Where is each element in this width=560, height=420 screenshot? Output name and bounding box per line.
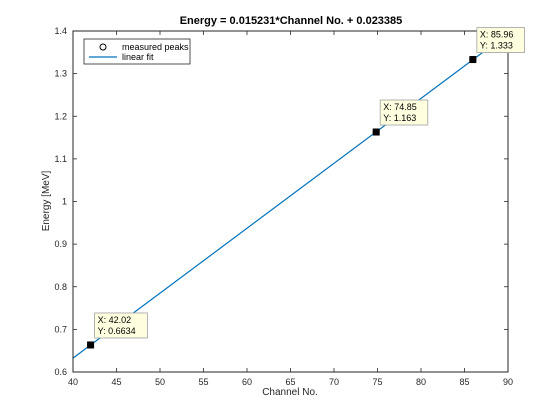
chart-title: Energy = 0.015231*Channel No. + 0.023385 [180, 15, 403, 27]
y-tick-label: 1.2 [54, 111, 67, 121]
datatip-y-text: Y: 0.6634 [98, 326, 136, 336]
datatip-x-text: X: 74.85 [383, 102, 417, 112]
legend-entry-linear-fit: linear fit [122, 52, 154, 62]
datatip-marker[interactable] [372, 128, 380, 136]
x-tick-label: 75 [372, 377, 382, 387]
datatip[interactable]: X: 42.02Y: 0.6634 [94, 312, 148, 339]
linear-fit-line [72, 33, 509, 359]
datatip-y-text: Y: 1.333 [480, 41, 513, 51]
datatip[interactable]: X: 85.96Y: 1.333 [476, 27, 525, 53]
datatip-marker[interactable] [87, 341, 95, 349]
y-tick-label: 0.9 [54, 239, 67, 249]
y-tick-label: 1.3 [54, 69, 67, 79]
y-tick-label: 1.1 [54, 154, 67, 164]
y-tick-label: 0.6 [54, 367, 67, 377]
x-tick-label: 55 [198, 377, 208, 387]
x-tick-label: 90 [503, 377, 513, 387]
x-tick-label: 65 [285, 377, 295, 387]
y-tick-label: 0.7 [54, 324, 67, 334]
datatip-box [476, 27, 525, 53]
x-tick-label: 40 [68, 377, 78, 387]
points-layer [87, 56, 477, 349]
datatips-layer: X: 42.02Y: 0.6634 X: 74.85Y: 1.163 X: 85.9… [94, 27, 525, 339]
datatip[interactable]: X: 74.85Y: 1.163 [379, 99, 429, 126]
x-axis-label: Channel No. [262, 387, 318, 398]
legend-circle-marker-icon [99, 43, 107, 51]
x-tick-label: 60 [242, 377, 252, 387]
datatip-x-text: X: 42.02 [98, 315, 132, 325]
y-tick-label: 1 [62, 197, 67, 207]
datatip-box [94, 312, 148, 339]
datatip-marker[interactable] [469, 56, 477, 64]
datatip-y-text: Y: 1.163 [383, 113, 416, 123]
x-tick-label: 80 [416, 377, 426, 387]
x-tick-label: 50 [155, 377, 165, 387]
y-axis-label: Energy [MeV] [41, 170, 52, 231]
axes-box [72, 30, 509, 373]
legend-entry-measured-peaks: measured peaks [122, 42, 189, 52]
ticks-layer: 40 45 50 55 60 65 70 75 80 85 90 0.6 0.7 0.8 0.9 1 1.1 1.… [54, 26, 513, 387]
x-tick-label: 70 [329, 377, 339, 387]
x-tick-label: 85 [459, 377, 469, 387]
y-tick-label: 0.8 [54, 282, 67, 292]
y-tick-label: 1.4 [54, 26, 67, 36]
x-tick-label: 45 [111, 377, 121, 387]
datatip-box [379, 99, 429, 126]
datatip-x-text: X: 85.96 [480, 30, 514, 40]
legend-box [83, 38, 191, 65]
fit-line-layer [72, 33, 509, 359]
legend[interactable]: measured peaks linear fit [83, 38, 191, 65]
